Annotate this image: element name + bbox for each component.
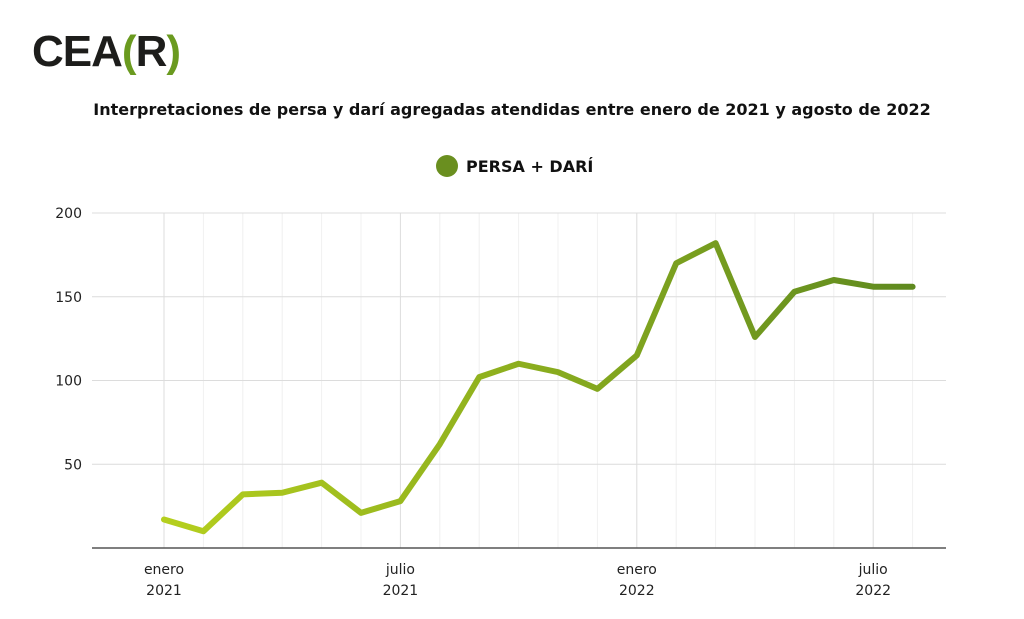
chart-title: Interpretaciones de persa y darí agregad…	[93, 100, 931, 119]
data-point	[676, 263, 677, 264]
y-tick-label: 150	[55, 290, 82, 306]
x-tick-label: julio	[385, 562, 415, 578]
data-point	[873, 286, 874, 287]
data-point	[912, 286, 913, 287]
data-point	[755, 336, 756, 337]
data-point	[597, 388, 598, 389]
data-point	[479, 377, 480, 378]
series-line-persa-dari	[161, 240, 916, 535]
legend: PERSA + DARÍ	[436, 155, 593, 177]
data-point	[203, 531, 204, 532]
x-tick-label: enero	[617, 562, 657, 578]
x-tick-year: 2021	[146, 583, 182, 599]
data-point	[518, 363, 519, 364]
y-tick-label: 100	[55, 374, 82, 390]
data-point	[439, 444, 440, 445]
data-point	[282, 492, 283, 493]
data-point	[715, 243, 716, 244]
x-tick-year: 2021	[383, 583, 419, 599]
data-point	[164, 519, 165, 520]
data-point	[242, 494, 243, 495]
data-point	[833, 280, 834, 281]
data-point	[558, 372, 559, 373]
data-point	[400, 501, 401, 502]
x-tick-label: julio	[858, 562, 888, 578]
legend-label: PERSA + DARÍ	[466, 156, 594, 176]
legend-marker	[436, 155, 458, 177]
data-point	[794, 291, 795, 292]
y-tick-label: 50	[64, 457, 82, 473]
y-tick-label: 200	[55, 206, 82, 222]
data-point	[361, 512, 362, 513]
data-point	[321, 482, 322, 483]
x-tick-label: enero	[144, 562, 184, 578]
data-point	[636, 355, 637, 356]
x-tick-year: 2022	[855, 583, 891, 599]
cear-logo: CEA(R)	[32, 27, 181, 76]
x-tick-year: 2022	[619, 583, 655, 599]
